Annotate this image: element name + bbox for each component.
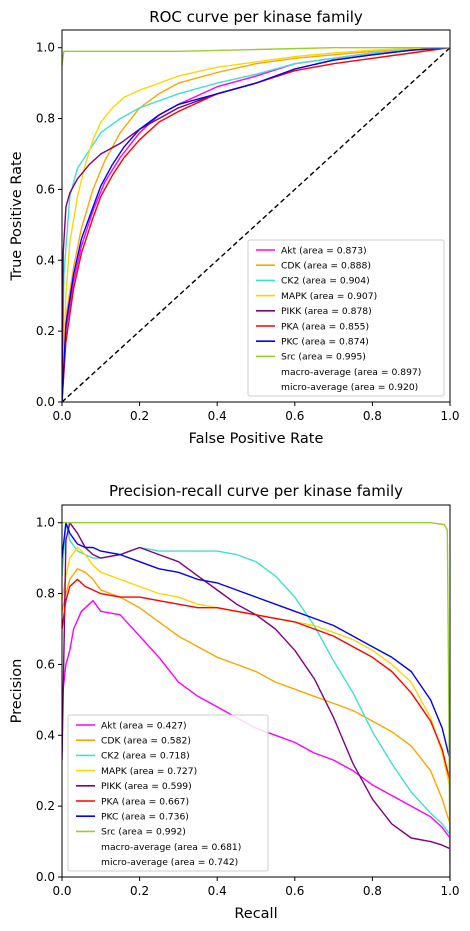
legend-entry: PKA (area = 0.667) — [101, 796, 189, 807]
legend-entry: PKC (area = 0.736) — [101, 812, 189, 823]
legend-entry: PIKK (area = 0.878) — [281, 306, 372, 317]
x-tick-label: 0.0 — [52, 409, 71, 423]
plot-area — [62, 47, 450, 402]
series-line-cdk — [62, 568, 450, 825]
x-tick-label: 0.6 — [285, 884, 304, 898]
series-line-pikk — [62, 522, 450, 850]
legend-entry: PIKK (area = 0.599) — [101, 781, 192, 792]
y-axis-label: Precision — [9, 659, 25, 724]
x-tick-label: 0.6 — [285, 409, 304, 423]
y-axis-label: True Positive Rate — [9, 151, 25, 281]
y-tick-label: 0.2 — [36, 799, 55, 813]
y-tick-label: 1.0 — [36, 516, 55, 530]
series-line-pkc — [62, 47, 450, 402]
legend: Akt (area = 0.873) CDK (area = 0.888) CK2 … — [247, 239, 445, 397]
x-tick-label: 0.2 — [130, 884, 149, 898]
axes-frame — [61, 29, 451, 403]
chart-panel-2: Precision-recall curve per kinase family… — [9, 482, 460, 922]
x-tick-label: 0.8 — [363, 409, 382, 423]
series-line-cdk — [62, 47, 450, 402]
series-line-src — [62, 522, 450, 877]
x-tick-label: 0.2 — [130, 409, 149, 423]
legend-entry: micro-average (area = 0.742) — [101, 857, 238, 868]
series-line-pka — [62, 578, 450, 782]
y-tick-label: 0.2 — [36, 324, 55, 338]
legend-entry: macro-average (area = 0.681) — [101, 842, 241, 853]
series-line-ck2 — [62, 47, 450, 402]
legend-entry: Akt (area = 0.873) — [281, 245, 367, 256]
legend-entry: MAPK (area = 0.727) — [101, 766, 197, 777]
legend-entry: CK2 (area = 0.904) — [281, 276, 370, 287]
chart-panel-1: ROC curve per kinase family False Positiv… — [9, 8, 460, 447]
x-tick-label: 0.0 — [52, 884, 71, 898]
y-tick-label: 0.4 — [36, 253, 55, 267]
chart-title: ROC curve per kinase family — [149, 8, 363, 26]
legend-entry: CDK (area = 0.888) — [281, 261, 371, 272]
legend-entry: CK2 (area = 0.718) — [101, 751, 190, 762]
x-axis-label: Recall — [234, 906, 277, 922]
legend-entry: CDK (area = 0.582) — [101, 736, 191, 747]
legend-entry: Src (area = 0.995) — [281, 352, 366, 363]
series-line-pkc — [62, 522, 450, 761]
axes-frame — [61, 504, 451, 878]
series-line-akt — [62, 600, 450, 839]
x-tick-label: 0.4 — [208, 884, 227, 898]
legend-entry: PKC (area = 0.874) — [281, 337, 369, 348]
series-line-src — [62, 47, 450, 66]
y-tick-label: 0.0 — [36, 395, 55, 409]
series-line-pka — [62, 47, 450, 402]
legend-entry: MAPK (area = 0.907) — [281, 291, 377, 302]
y-tick-label: 0.8 — [36, 112, 55, 126]
legend: Akt (area = 0.427) CDK (area = 0.582) CK2 … — [67, 714, 269, 872]
legend-box — [247, 239, 445, 397]
chart-title: Precision-recall curve per kinase family — [109, 482, 403, 500]
y-tick-label: 0.6 — [36, 182, 55, 196]
y-tick-label: 0.6 — [36, 657, 55, 671]
x-tick-label: 1.0 — [440, 884, 459, 898]
x-tick-label: 1.0 — [440, 409, 459, 423]
legend-entry: macro-average (area = 0.897) — [281, 367, 421, 378]
legend-entry: Src (area = 0.992) — [101, 827, 186, 838]
legend-entry: PKA (area = 0.855) — [281, 321, 369, 332]
x-tick-label: 0.4 — [208, 409, 227, 423]
legend-entry: micro-average (area = 0.920) — [281, 382, 418, 393]
y-tick-label: 0.0 — [36, 870, 55, 884]
legend-box — [67, 714, 269, 872]
y-tick-label: 1.0 — [36, 41, 55, 55]
y-tick-label: 0.8 — [36, 587, 55, 601]
x-tick-label: 0.8 — [363, 884, 382, 898]
series-line-mapk — [62, 47, 450, 402]
x-axis-label: False Positive Rate — [189, 431, 324, 447]
y-tick-label: 0.4 — [36, 728, 55, 742]
legend-entry: Akt (area = 0.427) — [101, 720, 187, 731]
plot-area — [62, 522, 450, 877]
